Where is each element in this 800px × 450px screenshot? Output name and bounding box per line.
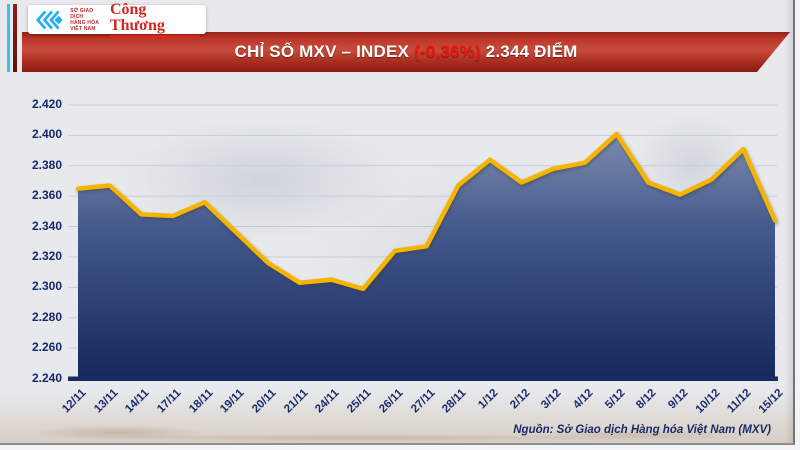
y-axis-tick-label: 2.360 [31,188,62,203]
source-note: Nguồn: Sở Giao dịch Hàng hóa Việt Nam (M… [513,424,771,436]
change-percent: (-0,36%) [414,42,481,61]
congthuong-wordmark: Công Thương [109,0,200,38]
left-accent-bar-red [13,4,17,72]
brand-underline [109,34,200,38]
chart-title: CHỈ SỐ MXV – INDEX (-0,36%) 2.344 ĐIỂM [234,42,577,62]
y-axis-tick-label: 2.320 [31,248,62,263]
y-axis-tick-label: 2.400 [31,127,62,142]
y-axis-tick-label: 2.420 [31,97,62,111]
left-accent-bar-cyan [7,4,10,72]
brand-text: Công Thương [109,0,165,34]
title-suffix: 2.344 ĐIỂM [480,42,578,61]
title-prefix: CHỈ SỐ MXV – INDEX [234,42,414,61]
index-line [75,131,778,292]
area-chart [68,104,778,381]
org-line-1: SỞ GIAO DỊCH [70,7,94,20]
org-line-2: HÀNG HÓA [70,19,100,26]
x-axis-line [68,376,778,381]
y-axis-tick-label: 2.280 [31,309,62,324]
area-fill [78,133,775,378]
mxv-org-name: SỞ GIAO DỊCH HÀNG HÓA VIỆT NAM [70,8,106,32]
y-axis-tick-label: 2.300 [31,279,62,294]
mxv-logo-icon [35,10,63,29]
y-axis-tick-label: 2.260 [31,340,62,355]
y-axis-tick-label: 2.340 [31,218,62,233]
org-line-3: VIỆT NAM [70,25,96,32]
y-axis-tick-label: 2.380 [31,157,62,172]
chart-title-banner: CHỈ SỐ MXV – INDEX (-0,36%) 2.344 ĐIỂM [22,32,790,72]
logo-plate: SỞ GIAO DỊCH HÀNG HÓA VIỆT NAM Công Thươ… [28,1,206,38]
y-axis-tick-label: 2.240 [31,370,62,385]
